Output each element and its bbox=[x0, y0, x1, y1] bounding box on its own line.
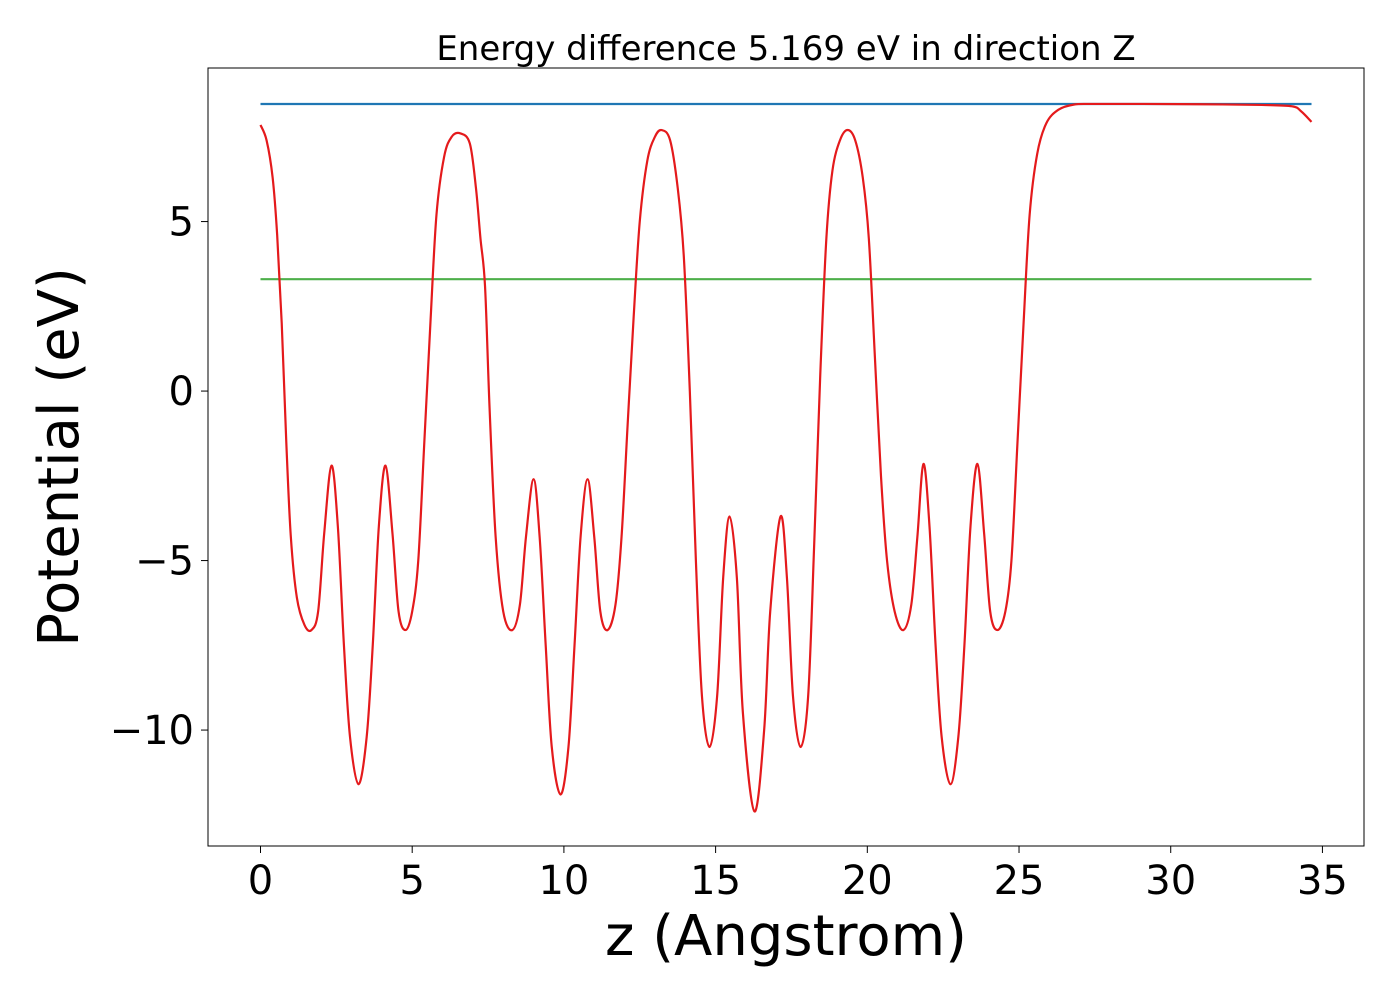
plot-frame bbox=[207, 67, 1365, 847]
x-axis-label: z (Angstrom) bbox=[605, 904, 967, 969]
x-tick-label: 35 bbox=[1297, 858, 1348, 904]
x-tick-label: 20 bbox=[842, 858, 893, 904]
y-tick-label: 0 bbox=[169, 369, 194, 415]
x-tick-label: 25 bbox=[994, 858, 1045, 904]
y-axis-label: Potential (eV) bbox=[27, 267, 92, 647]
line-series bbox=[259, 102, 1313, 813]
x-tick-label: 5 bbox=[399, 858, 424, 904]
y-tick-label: 5 bbox=[169, 200, 194, 246]
chart-title: Energy difference 5.169 eV in direction … bbox=[436, 29, 1135, 69]
y-tick-label: −5 bbox=[135, 539, 194, 585]
x-tick-label: 0 bbox=[248, 858, 273, 904]
x-tick-label: 15 bbox=[690, 858, 741, 904]
x-tick-label: 10 bbox=[538, 858, 589, 904]
x-tick-label: 30 bbox=[1145, 858, 1196, 904]
y-tick-label: −10 bbox=[110, 708, 194, 754]
